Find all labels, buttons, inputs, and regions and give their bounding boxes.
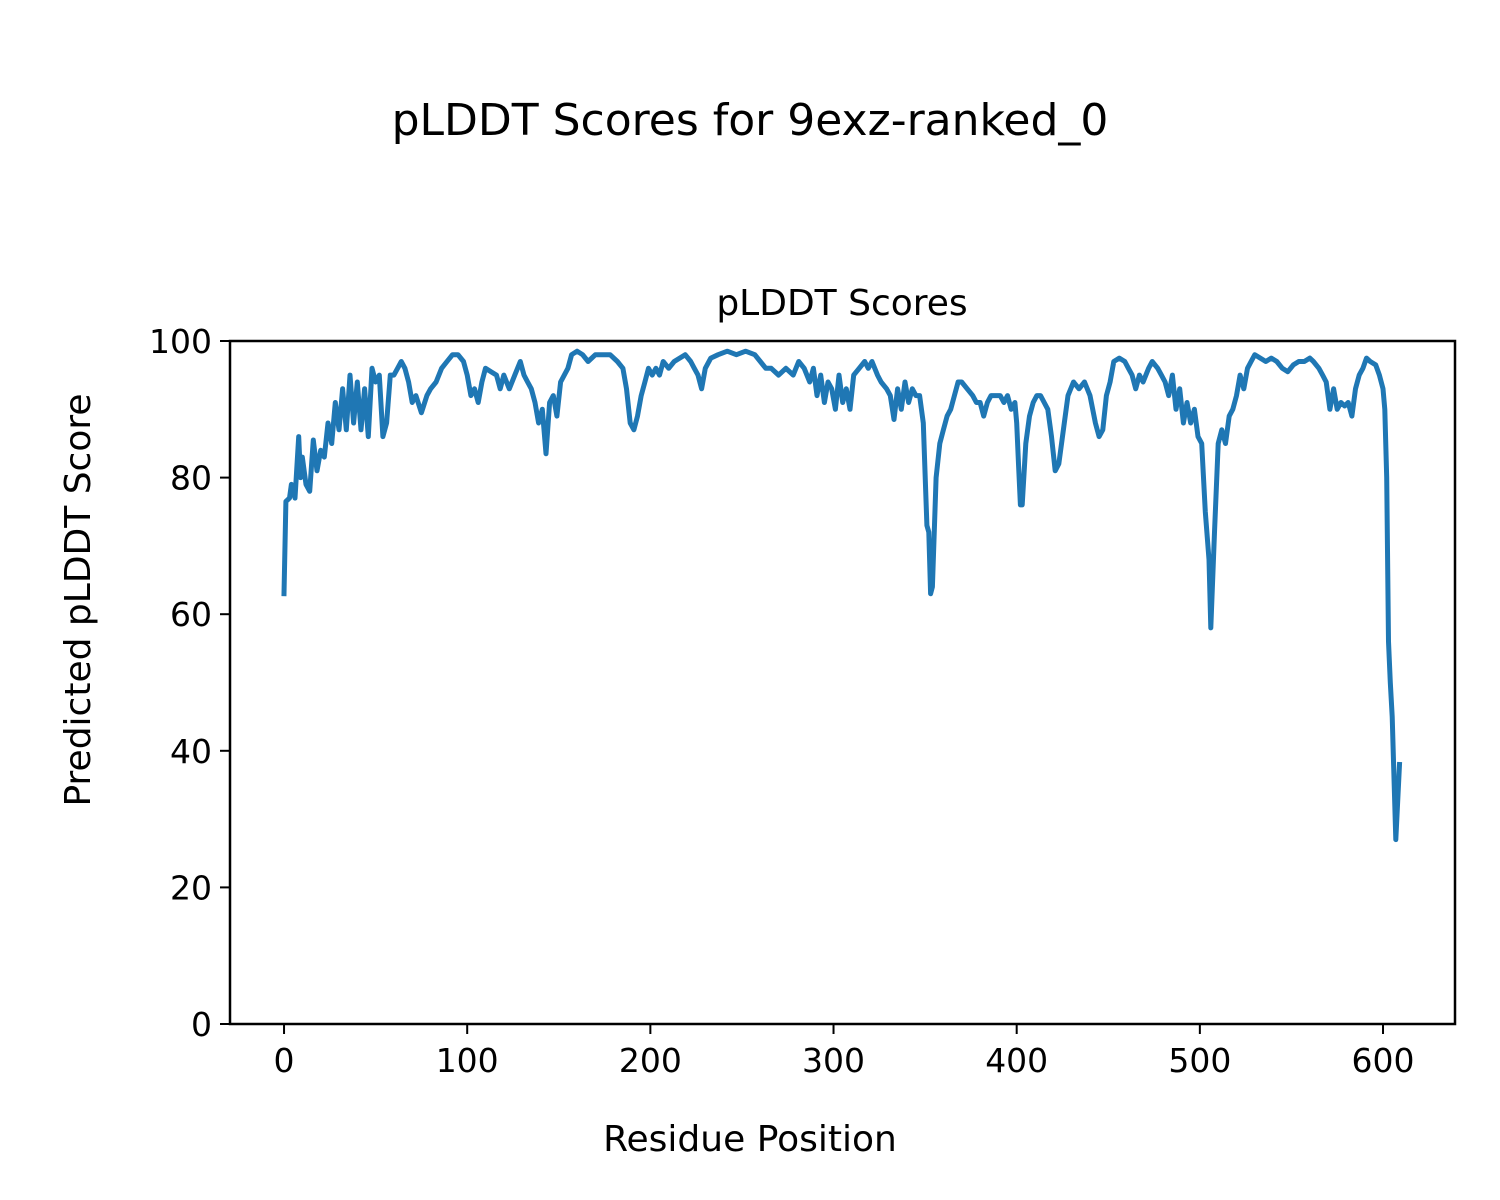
y-tick-label: 100	[149, 322, 212, 361]
x-axis-label: Residue Position	[603, 1119, 897, 1160]
y-tick-label: 40	[170, 732, 212, 771]
y-tick-label: 0	[191, 1005, 212, 1044]
x-tick-label: 200	[619, 1041, 682, 1080]
x-tick-label: 0	[274, 1041, 295, 1080]
y-tick-label: 20	[170, 868, 212, 907]
chart-title: pLDDT Scores for 9exz-ranked_0	[392, 95, 1109, 146]
y-tick-label: 80	[170, 459, 212, 498]
y-tick-label: 60	[170, 595, 212, 634]
x-tick-label: 600	[1352, 1041, 1415, 1080]
axes-frame	[228, 339, 1457, 1026]
axes-title: pLDDT Scores	[716, 283, 967, 324]
y-axis-label: Predicted pLDDT Score	[58, 393, 99, 806]
x-tick-label: 500	[1168, 1041, 1231, 1080]
x-tick-label: 400	[985, 1041, 1048, 1080]
x-tick-label: 100	[436, 1041, 499, 1080]
x-tick-label: 300	[802, 1041, 865, 1080]
series-line-plddt	[281, 348, 1403, 843]
